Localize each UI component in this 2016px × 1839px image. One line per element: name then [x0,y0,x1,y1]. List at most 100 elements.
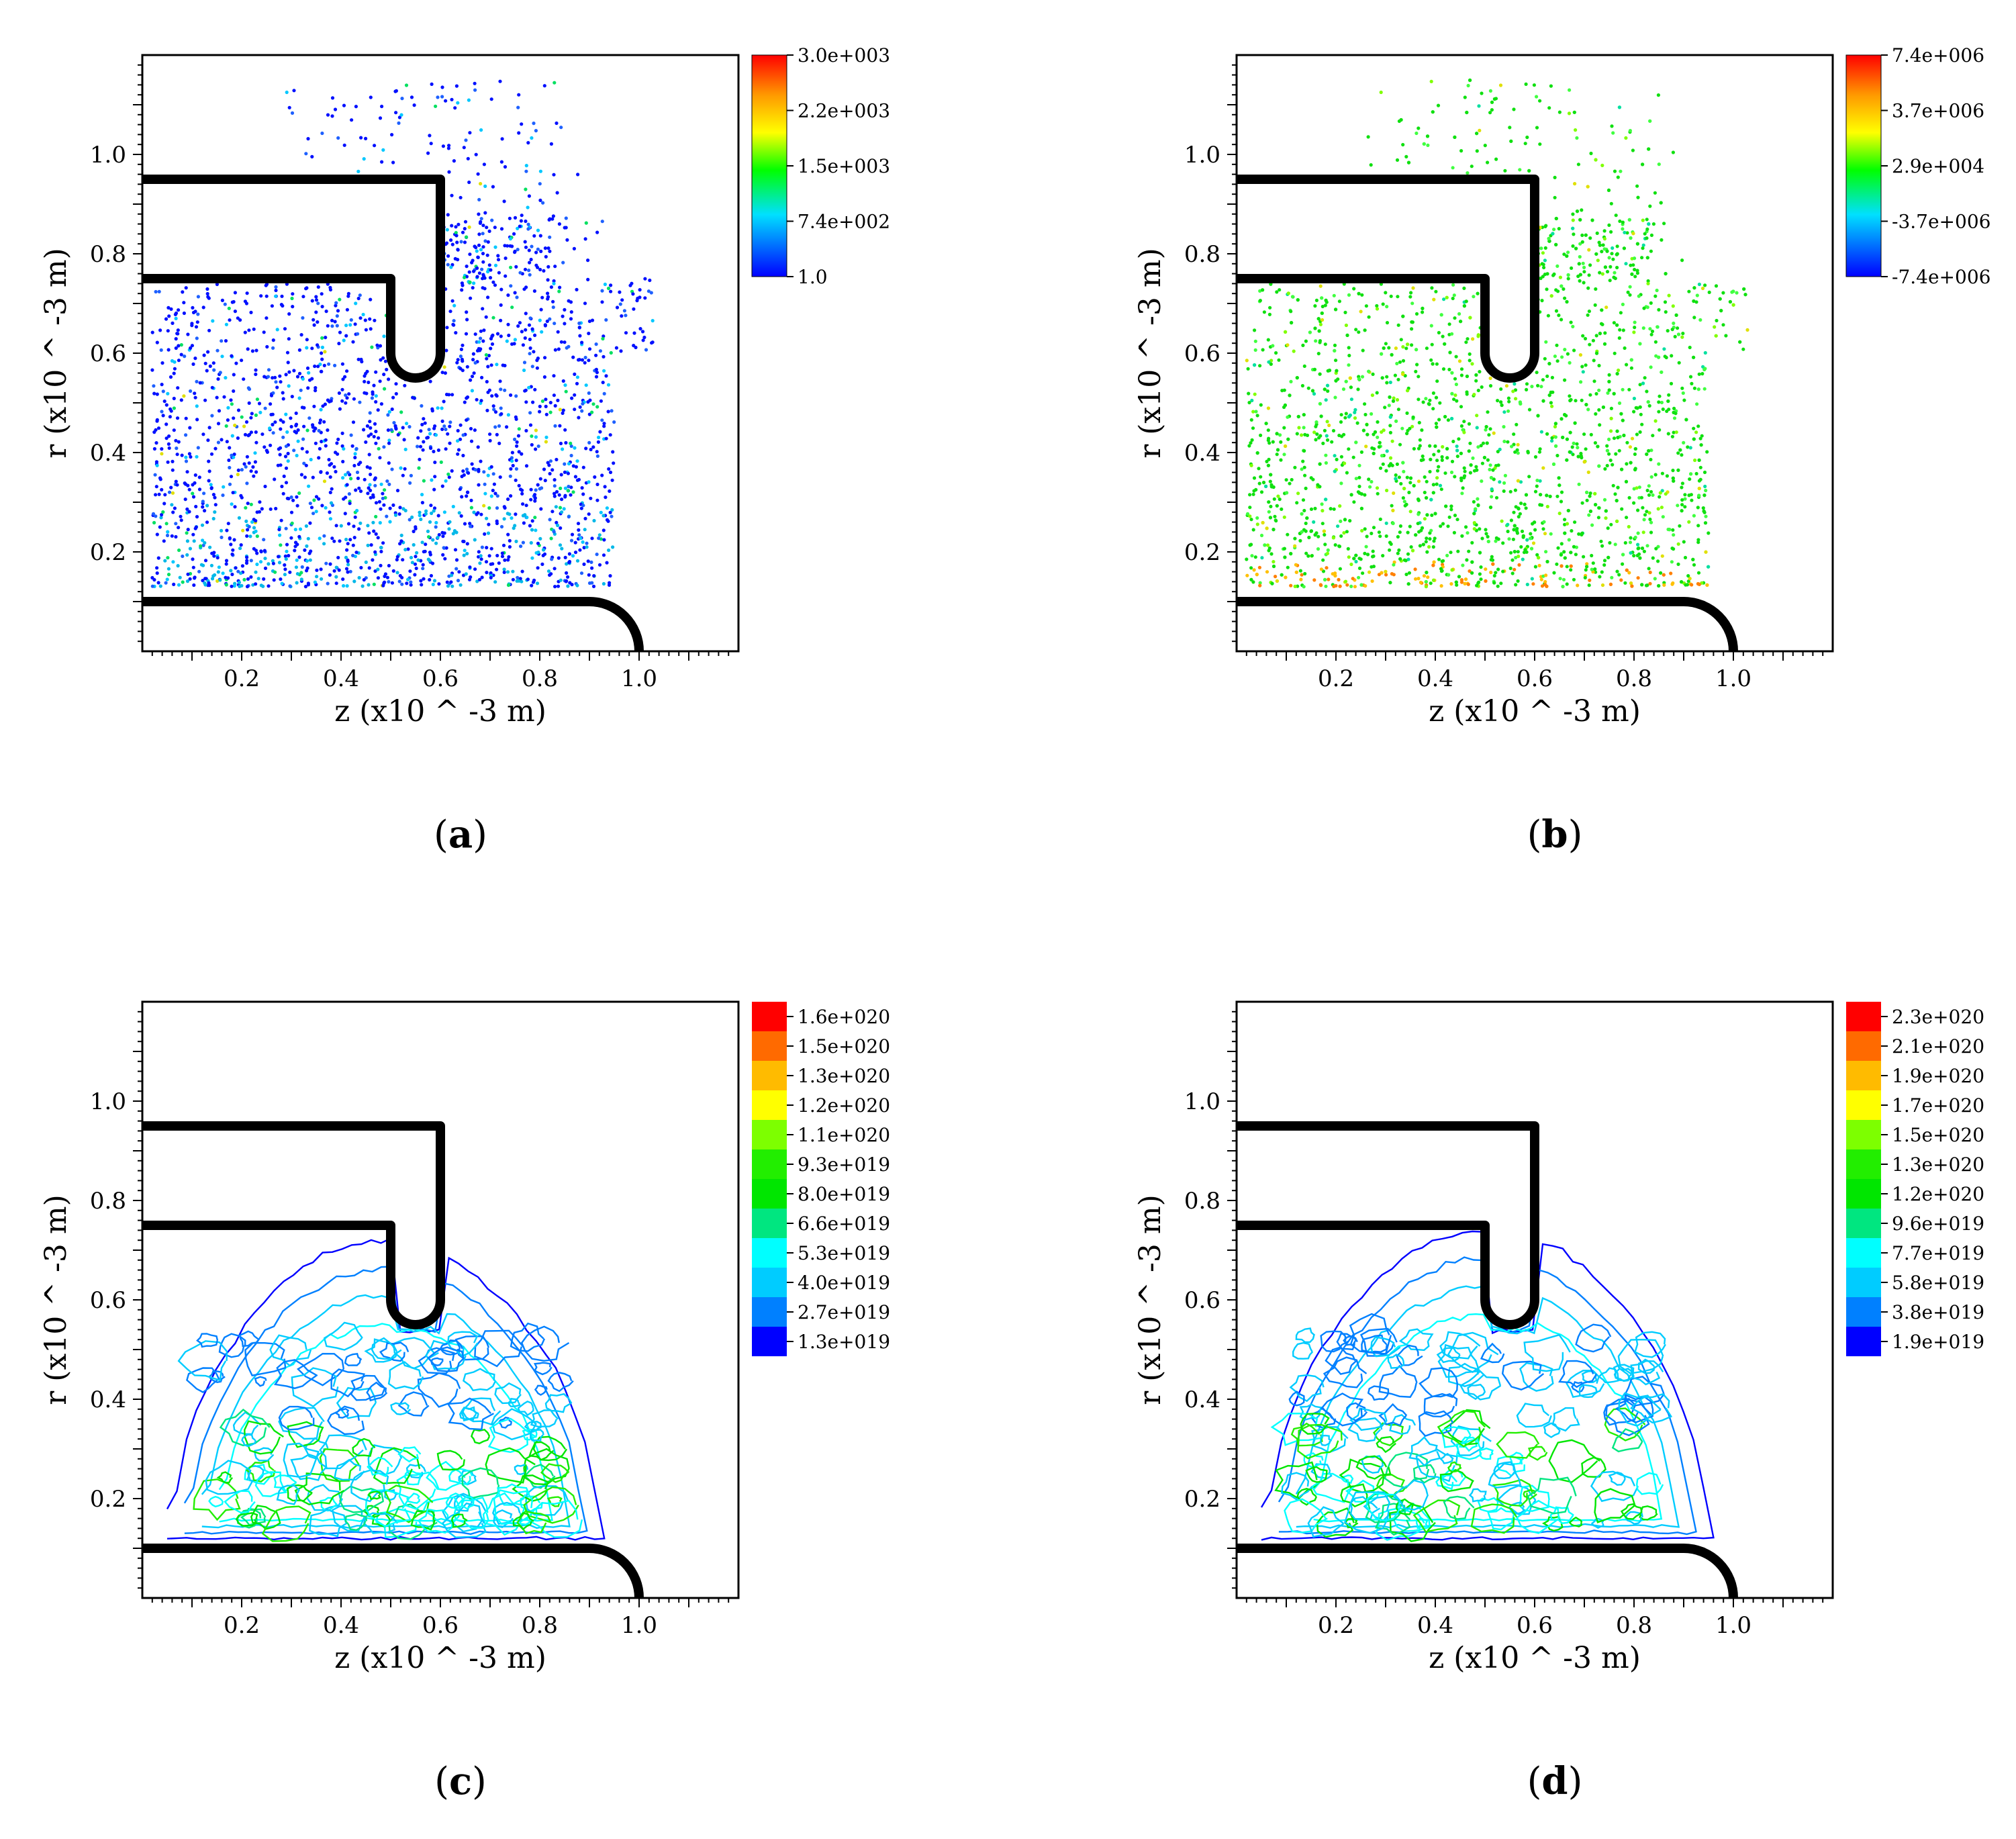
scatter-point [515,444,519,449]
scatter-point [1377,573,1381,577]
scatter-point [1541,378,1545,382]
scatter-point [1429,324,1433,328]
scatter-point [1538,503,1542,507]
scatter-point [472,281,476,285]
scatter-point [542,269,546,273]
scatter-point [307,371,311,375]
scatter-point [1639,412,1643,416]
scatter-point [295,453,299,458]
scatter-point [226,522,230,526]
scatter-point [1671,476,1675,480]
scatter-point [374,394,378,398]
scatter-point [162,399,166,404]
scatter-point [1484,579,1488,583]
scatter-point [155,566,159,570]
scatter-point [1289,583,1293,587]
scatter-point [1622,433,1626,438]
scatter-point [1300,530,1304,534]
scatter-point [1310,389,1315,393]
scatter-point [1445,553,1449,558]
scatter-point [1662,347,1666,351]
scatter-point [570,396,574,400]
scatter-point [426,151,430,155]
scatter-point [1489,570,1493,575]
scatter-point [323,402,327,406]
scatter-point [1249,463,1253,467]
scatter-point [1542,520,1546,524]
scatter-point [493,226,497,230]
scatter-point [428,379,432,383]
scatter-point [341,577,345,581]
scatter-point [242,424,246,428]
contour-island [177,1340,228,1382]
scatter-point [1425,346,1429,350]
scatter-point [378,521,382,525]
scatter-point [1647,404,1651,408]
scatter-point [565,238,569,242]
scatter-point [254,348,258,352]
scatter-point [487,506,491,510]
scatter-point [1250,438,1254,442]
scatter-point [1682,540,1686,544]
scatter-point [153,473,157,477]
scatter-point [1696,540,1700,545]
scatter-point [1699,443,1703,447]
scatter-point [1638,342,1642,346]
scatter-point [296,439,300,443]
scatter-point [1543,224,1547,228]
scatter-point [1557,110,1562,114]
scatter-point [1547,236,1551,240]
scatter-point [1363,527,1367,531]
scatter-point [1429,358,1433,362]
scatter-point [1516,451,1520,455]
scatter-point [580,358,585,362]
scatter-point [1650,329,1655,334]
scatter-point [467,225,471,229]
scatter-point [481,307,485,311]
scatter-point [372,383,376,387]
scatter-point [479,329,483,333]
scatter-point [508,216,512,220]
scatter-point [201,432,205,436]
scatter-point [410,515,414,520]
scatter-point [1417,446,1421,451]
scatter-point [1462,420,1466,424]
scatter-point [246,502,250,506]
scatter-point [1514,555,1518,560]
scatter-point [1365,553,1370,557]
scatter-point [523,513,527,517]
scatter-point [1296,298,1300,302]
scatter-point [1266,463,1270,467]
scatter-point [271,559,275,563]
scatter-point [340,399,344,403]
scatter-point [1537,556,1541,560]
scatter-point [1459,149,1463,153]
scatter-point [1600,308,1604,312]
scatter-point [1417,479,1421,483]
scatter-point [1380,376,1384,380]
scatter-point [560,498,564,502]
scatter-point [1561,435,1565,440]
scatter-point [1554,216,1558,221]
scatter-point [1251,492,1255,496]
scatter-point [1550,439,1554,443]
scatter-point [1692,426,1696,430]
scatter-point [308,521,312,525]
scatter-point [352,536,356,540]
scatter-point [1445,456,1449,460]
scatter-point [265,344,269,349]
scatter-point [1331,572,1335,576]
scatter-point [211,516,215,521]
scatter-point [1454,355,1458,359]
scatter-point [1321,558,1325,562]
scatter-point [295,504,299,508]
scatter-point [1462,430,1466,434]
scatter-point [573,393,577,397]
scatter-point [1433,444,1437,449]
scatter-point [1323,543,1327,547]
scatter-point [393,513,398,517]
scatter-point [1418,444,1422,448]
scatter-point [593,475,597,479]
scatter-point [211,493,215,497]
scatter-point [1313,533,1317,537]
